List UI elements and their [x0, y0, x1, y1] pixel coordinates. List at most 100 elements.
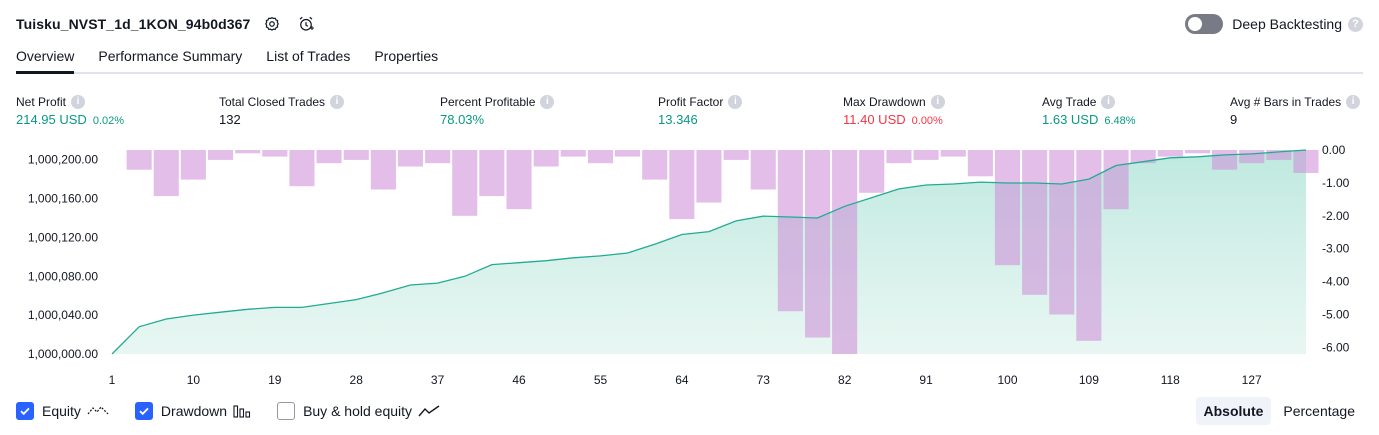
- left-axis-tick-label: 1,000,200.00: [28, 153, 98, 167]
- x-axis-tick-label: 127: [1242, 373, 1262, 387]
- buy-hold-line-icon: [418, 405, 440, 417]
- info-icon[interactable]: i: [930, 94, 945, 109]
- info-icon[interactable]: i: [1101, 94, 1116, 109]
- drawdown-bar: [289, 150, 315, 187]
- settings-button[interactable]: [260, 12, 284, 36]
- drawdown-bar: [994, 150, 1020, 266]
- drawdown-bar: [506, 150, 532, 210]
- left-axis-tick-label: 1,000,040.00: [28, 308, 98, 322]
- drawdown-bar: [180, 150, 206, 180]
- absolute-button[interactable]: Absolute: [1195, 397, 1272, 425]
- metric-label: Avg Trade: [1042, 94, 1097, 109]
- drawdown-bar: [153, 150, 179, 197]
- drawdown-bar: [126, 150, 152, 170]
- tab-list-of-trades[interactable]: List of Trades: [266, 48, 351, 64]
- metric-value: 9: [1230, 112, 1238, 127]
- drawdown-bar: [479, 150, 505, 197]
- metric-label: Percent Profitable: [440, 94, 536, 109]
- info-icon[interactable]: i: [1346, 94, 1361, 109]
- left-axis-tick-label: 1,000,160.00: [28, 192, 98, 206]
- drawdown-bar: [397, 150, 423, 167]
- right-axis-tick-label: -3.00: [1322, 242, 1350, 256]
- add-alert-button[interactable]: [294, 12, 318, 36]
- drawdown-bars-icon: [233, 405, 251, 418]
- metric-percent: 0.00%: [911, 115, 943, 127]
- chart-legend: Equity Drawdown Buy & hold equity: [16, 400, 466, 422]
- deep-backtesting-label: Deep Backtesting: [1232, 16, 1342, 32]
- info-icon[interactable]: i: [71, 94, 86, 109]
- drawdown-bar: [560, 150, 586, 157]
- metric-label: Profit Factor: [658, 94, 724, 109]
- info-icon[interactable]: i: [540, 94, 555, 109]
- drawdown-bar: [262, 150, 288, 157]
- drawdown-bar: [859, 150, 885, 193]
- metric-label: Total Closed Trades: [219, 94, 326, 109]
- drawdown-bar: [316, 150, 342, 164]
- tab-bar: Overview Performance Summary List of Tra…: [16, 44, 1363, 74]
- x-axis-tick-label: 118: [1161, 373, 1180, 387]
- alarm-clock-plus-icon: [300, 16, 315, 31]
- deep-backtesting-control: Deep Backtesting ?: [1185, 12, 1363, 36]
- legend-buy-hold[interactable]: Buy & hold equity: [277, 402, 440, 420]
- legend-label: Equity: [42, 403, 81, 419]
- metric-label: Max Drawdown: [843, 94, 926, 109]
- drawdown-bar: [886, 150, 912, 164]
- metric-label: Net Profit: [16, 94, 67, 109]
- info-icon[interactable]: i: [728, 94, 743, 109]
- left-axis-tick-label: 1,000,120.00: [28, 230, 98, 244]
- metric-profit-factor: Profit Factor i 13.346: [658, 93, 743, 128]
- drawdown-bar: [533, 150, 559, 167]
- drawdown-bar: [343, 150, 369, 160]
- drawdown-bar: [805, 150, 831, 338]
- equity-checkbox[interactable]: [16, 402, 34, 420]
- tab-properties[interactable]: Properties: [374, 48, 439, 64]
- x-axis-tick-label: 73: [757, 373, 771, 387]
- strategy-header: Tuisku_NVST_1d_1KON_94b0d367: [16, 12, 318, 36]
- x-axis-tick-label: 37: [431, 373, 445, 387]
- right-axis-tick-label: -1.00: [1322, 176, 1350, 190]
- drawdown-bar: [696, 150, 722, 203]
- x-axis-tick-label: 109: [1079, 373, 1099, 387]
- drawdown-checkbox[interactable]: [134, 402, 153, 420]
- x-axis-tick-label: 28: [350, 373, 364, 387]
- metric-value: 78.03%: [440, 112, 485, 127]
- drawdown-bar: [642, 150, 668, 180]
- percentage-button[interactable]: Percentage: [1283, 403, 1355, 419]
- drawdown-bar: [1293, 150, 1319, 173]
- right-axis-tick-label: 0.00: [1322, 143, 1346, 157]
- right-axis-tick-label: -6.00: [1322, 340, 1350, 354]
- help-icon[interactable]: ?: [1348, 16, 1363, 32]
- left-axis-tick-label: 1,000,000.00: [28, 347, 98, 361]
- metric-percent: 0.02%: [92, 115, 125, 127]
- metric-value: 214.95 USD: [16, 112, 87, 127]
- x-axis-tick-label: 19: [268, 373, 282, 387]
- drawdown-bar: [777, 150, 803, 312]
- drawdown-bar: [1049, 150, 1075, 315]
- drawdown-bar: [235, 150, 261, 154]
- drawdown-bar: [1239, 150, 1265, 164]
- tab-overview[interactable]: Overview: [16, 44, 75, 74]
- drawdown-bar: [615, 150, 641, 157]
- tab-performance-summary[interactable]: Performance Summary: [98, 48, 243, 64]
- legend-drawdown[interactable]: Drawdown: [134, 402, 251, 420]
- chart-svg[interactable]: 1,000,000.00 1,000,040.00 1,000,080.00 1,00…: [0, 140, 1379, 390]
- deep-backtesting-toggle[interactable]: [1185, 14, 1224, 34]
- equity-drawdown-chart[interactable]: 1,000,000.00 1,000,040.00 1,000,080.00 1,00…: [0, 140, 1379, 390]
- drawdown-bar: [1103, 150, 1129, 210]
- equity-line-icon: [87, 406, 109, 415]
- buy-hold-checkbox[interactable]: [277, 402, 296, 420]
- metric-value: 13.346: [658, 112, 698, 127]
- drawdown-bar: [1266, 150, 1292, 160]
- drawdown-bar: [370, 150, 396, 190]
- drawdown-bar: [1184, 150, 1210, 154]
- left-axis-tick-label: 1,000,080.00: [28, 269, 98, 283]
- info-icon[interactable]: i: [330, 94, 345, 109]
- x-axis-tick-label: 82: [838, 373, 852, 387]
- legend-equity[interactable]: Equity: [16, 402, 109, 420]
- x-axis-tick-label: 91: [919, 373, 933, 387]
- x-axis-tick-label: 46: [512, 373, 526, 387]
- x-axis-tick-label: 1: [109, 373, 116, 387]
- drawdown-bar: [940, 150, 966, 157]
- legend-label: Buy & hold equity: [303, 403, 413, 419]
- drawdown-bar: [425, 150, 451, 164]
